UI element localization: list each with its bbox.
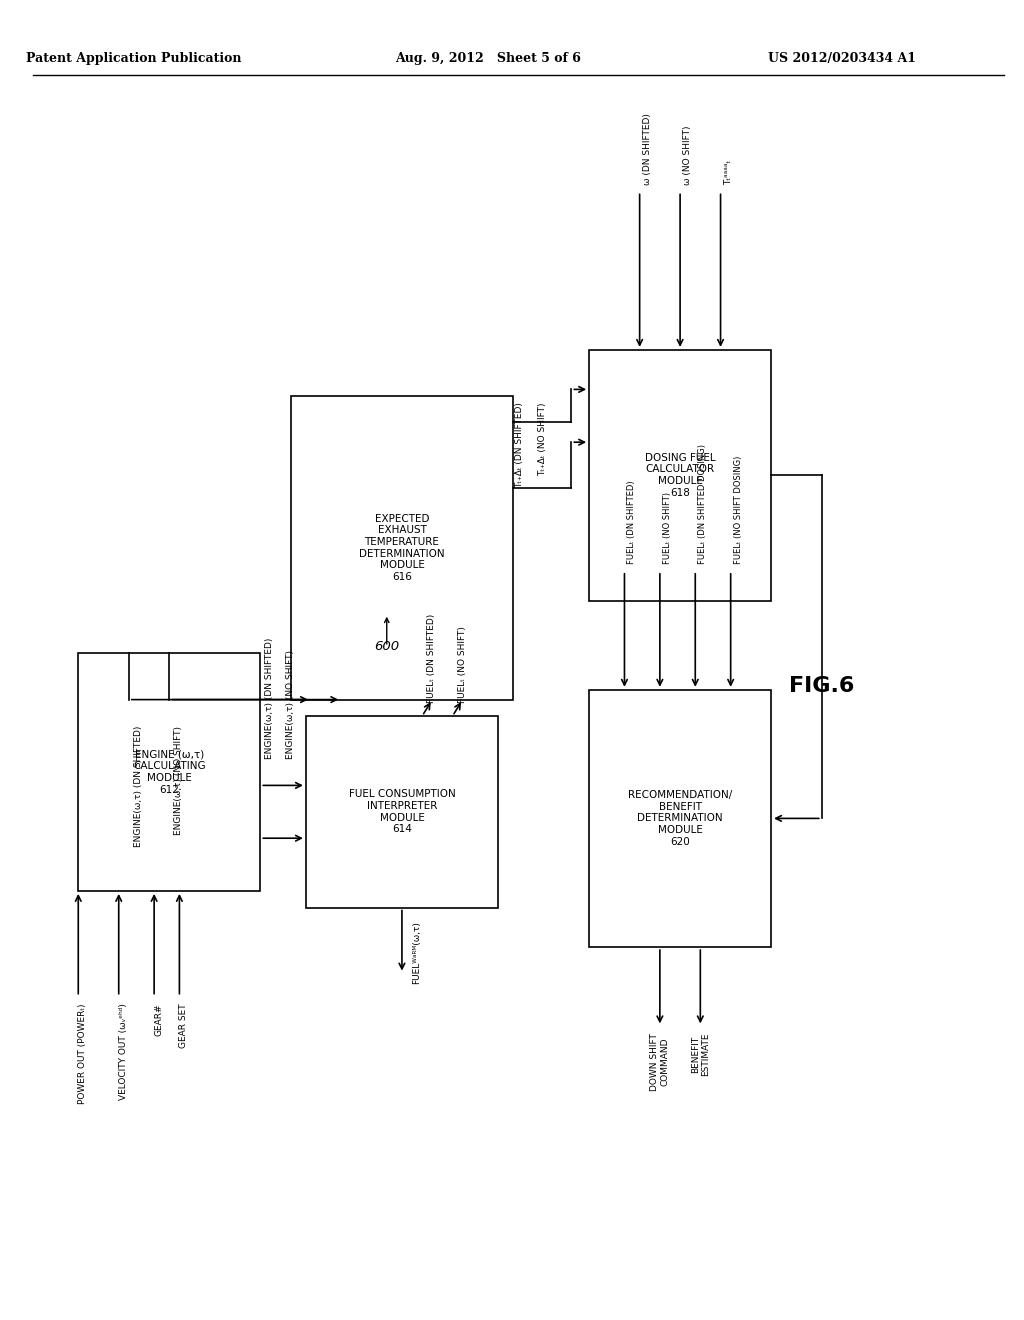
Text: ENGINE(ω,τ) (DN SHIFTED): ENGINE(ω,τ) (DN SHIFTED) — [265, 638, 274, 759]
Text: 600: 600 — [374, 640, 399, 653]
Text: ENGINE(ω,τ) (NO SHIFT): ENGINE(ω,τ) (NO SHIFT) — [174, 726, 183, 836]
Text: GEAR#: GEAR# — [155, 1003, 163, 1036]
Text: DOWN SHIFT
COMMAND: DOWN SHIFT COMMAND — [650, 1032, 670, 1090]
Text: BENEFIT
ESTIMATE: BENEFIT ESTIMATE — [690, 1032, 710, 1076]
Text: FUELₜ (DN SHIFTED): FUELₜ (DN SHIFTED) — [628, 480, 637, 565]
Text: US 2012/0203434 A1: US 2012/0203434 A1 — [768, 51, 915, 65]
Text: ω (NO SHIFT): ω (NO SHIFT) — [683, 125, 692, 185]
Text: EXPECTED
EXHAUST
TEMPERATURE
DETERMINATION
MODULE
616: EXPECTED EXHAUST TEMPERATURE DETERMINATI… — [359, 513, 444, 582]
Text: Tₜ₊Δₜ (NO SHIFT): Tₜ₊Δₜ (NO SHIFT) — [539, 403, 548, 477]
Text: RECOMMENDATION/
BENEFIT
DETERMINATION
MODULE
620: RECOMMENDATION/ BENEFIT DETERMINATION MO… — [628, 791, 732, 846]
Text: FIG.6: FIG.6 — [790, 676, 854, 697]
Text: Patent Application Publication: Patent Application Publication — [27, 51, 242, 65]
Text: ω (DN SHIFTED): ω (DN SHIFTED) — [643, 114, 651, 185]
Text: ENGINE (ω,τ)
CALCULATING
MODULE
612: ENGINE (ω,τ) CALCULATING MODULE 612 — [133, 750, 206, 795]
Text: POWER OUT (POWERₜ): POWER OUT (POWERₜ) — [78, 1003, 87, 1104]
Text: Tₜ₊Δₜ (DN SHIFTED): Tₜ₊Δₜ (DN SHIFTED) — [515, 403, 524, 488]
Text: VELOCITY OUT (ωᵥᵉʰᵈ): VELOCITY OUT (ωᵥᵉʰᵈ) — [119, 1003, 128, 1100]
Text: FUELᵂᵃᴿᴹ(ω,τ): FUELᵂᵃᴿᴹ(ω,τ) — [412, 921, 421, 983]
Text: ENGINE(ω,τ) (NO SHIFT): ENGINE(ω,τ) (NO SHIFT) — [286, 649, 295, 759]
FancyBboxPatch shape — [589, 689, 771, 948]
Text: FUELₜ (DN SHIFTED): FUELₜ (DN SHIFTED) — [427, 614, 436, 702]
FancyBboxPatch shape — [78, 653, 260, 891]
Text: Aug. 9, 2012   Sheet 5 of 6: Aug. 9, 2012 Sheet 5 of 6 — [395, 51, 581, 65]
Text: FUELₜ (NO SHIFT DOSING): FUELₜ (NO SHIFT DOSING) — [734, 455, 742, 565]
Text: GEAR SET: GEAR SET — [179, 1003, 188, 1048]
Text: FUELₜ (NO SHIFT): FUELₜ (NO SHIFT) — [458, 626, 467, 702]
Text: FUEL CONSUMPTION
INTERPRETER
MODULE
614: FUEL CONSUMPTION INTERPRETER MODULE 614 — [348, 789, 456, 834]
Text: Tₜᵃᵃᵃᵃₜ: Tₜᵃᵃᵃᵃₜ — [724, 160, 732, 185]
FancyBboxPatch shape — [291, 396, 513, 700]
Text: ENGINE(ω,τ) (DN SHIFTED): ENGINE(ω,τ) (DN SHIFTED) — [134, 726, 143, 847]
Text: FUELₜ (NO SHIFT): FUELₜ (NO SHIFT) — [663, 492, 672, 565]
FancyBboxPatch shape — [306, 715, 498, 908]
FancyBboxPatch shape — [589, 350, 771, 601]
Text: FUELₜ (DN SHIFTED DOSING): FUELₜ (DN SHIFTED DOSING) — [698, 445, 708, 565]
Text: DOSING FUEL
CALCULATOR
MODULE
618: DOSING FUEL CALCULATOR MODULE 618 — [645, 453, 716, 498]
